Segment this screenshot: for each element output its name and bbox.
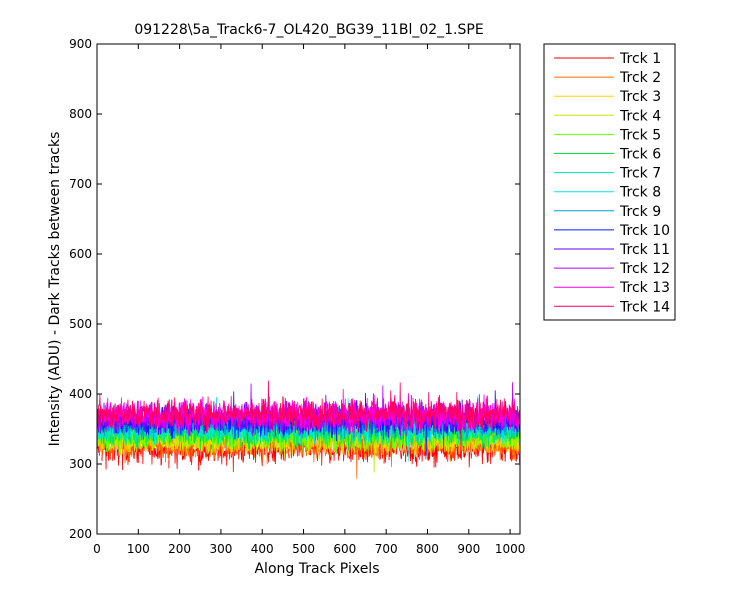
x-tick-label: 1000 xyxy=(495,542,526,556)
y-tick-label: 800 xyxy=(69,107,92,121)
legend-label: Trck 1 xyxy=(619,51,661,67)
x-tick-label: 800 xyxy=(416,542,439,556)
legend-item: Trck 6 xyxy=(554,147,661,163)
axes: 0 100 200 300 400 500 600 700 800 900 1000 200 300 4… xyxy=(69,37,525,556)
y-tick-label: 300 xyxy=(69,457,92,471)
legend-item: Trck 2 xyxy=(554,70,661,86)
legend-item: Trck 12 xyxy=(554,261,670,277)
series-line-trck-14 xyxy=(97,380,520,452)
y-tick-label: 400 xyxy=(69,387,92,401)
y-tick-label: 900 xyxy=(69,37,92,51)
chart-title: 091228\5a_Track6-7_OL420_BG39_11Bl_02_1.… xyxy=(134,22,483,38)
y-tick-label: 500 xyxy=(69,317,92,331)
legend-item: Trck 14 xyxy=(554,299,670,315)
legend-label: Trck 6 xyxy=(619,147,661,163)
legend-item: Trck 5 xyxy=(554,127,661,143)
legend-item: Trck 3 xyxy=(554,89,661,105)
x-tick-label: 600 xyxy=(333,542,356,556)
legend-item: Trck 13 xyxy=(554,280,670,296)
series-layer xyxy=(97,380,520,479)
legend-label: Trck 5 xyxy=(619,127,661,143)
x-tick-label: 700 xyxy=(375,542,398,556)
legend-label: Trck 12 xyxy=(619,261,670,277)
legend-label: Trck 2 xyxy=(619,70,661,86)
legend-frame xyxy=(543,43,676,321)
plot-frame xyxy=(96,43,521,535)
x-tick-label: 500 xyxy=(292,542,315,556)
x-tick-label: 400 xyxy=(251,542,274,556)
legend-item: Trck 9 xyxy=(554,204,661,220)
x-axis-label: Along Track Pixels xyxy=(254,561,379,577)
legend-label: Trck 14 xyxy=(619,299,670,315)
x-axis: 0 100 200 300 400 500 600 700 800 900 1000 xyxy=(93,44,525,556)
x-tick-label: 900 xyxy=(457,542,480,556)
legend-label: Trck 3 xyxy=(619,89,661,105)
legend-item: Trck 11 xyxy=(554,242,670,258)
legend-item: Trck 1 xyxy=(554,51,661,67)
y-tick-label: 200 xyxy=(69,527,92,541)
y-axis: 200 300 400 500 600 700 800 900 xyxy=(69,37,520,541)
legend-item: Trck 8 xyxy=(554,185,661,201)
legend-label: Trck 10 xyxy=(619,223,670,239)
x-tick-label: 100 xyxy=(127,542,150,556)
x-tick-label: 200 xyxy=(168,542,191,556)
legend-item: Trck 10 xyxy=(554,223,670,239)
x-tick-label: 0 xyxy=(93,542,101,556)
legend-label: Trck 7 xyxy=(619,166,661,182)
legend-label: Trck 13 xyxy=(619,280,670,296)
legend: Trck 1 Trck 2 Trck 3 Trck 4 Trck 5 Trck 6 Trck… xyxy=(543,43,676,321)
legend-label: Trck 9 xyxy=(619,204,661,220)
legend-item: Trck 4 xyxy=(554,108,661,124)
legend-label: Trck 4 xyxy=(619,108,661,124)
legend-label: Trck 8 xyxy=(619,185,661,201)
legend-item: Trck 7 xyxy=(554,166,661,182)
legend-label: Trck 11 xyxy=(619,242,670,258)
y-axis-label: Intensity (ADU) - Dark Tracks between tr… xyxy=(47,132,63,447)
x-tick-label: 300 xyxy=(209,542,232,556)
y-tick-label: 600 xyxy=(69,247,92,261)
y-tick-label: 700 xyxy=(69,177,92,191)
